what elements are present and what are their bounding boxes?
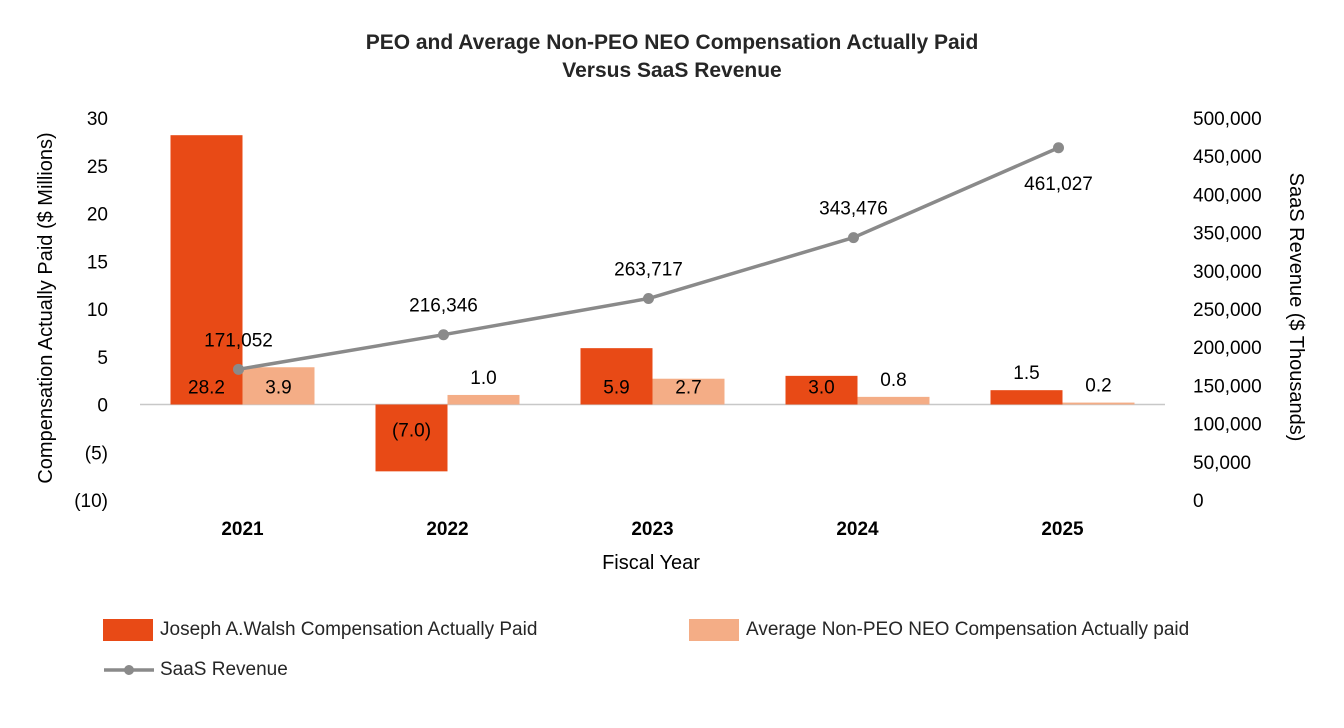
saas-revenue-point	[848, 232, 859, 244]
category-label: 2024	[836, 519, 879, 540]
right-tick-label: 0	[1193, 491, 1204, 512]
peo-bar	[170, 135, 243, 405]
category-labels: 2021 2022 2023 2024 2025	[221, 519, 1084, 540]
non-peo-bar	[1062, 402, 1135, 405]
legend-label-non-peo: Average Non-PEO NEO Compensation Actuall…	[746, 619, 1190, 640]
left-tick-label: (5)	[85, 443, 108, 464]
left-tick-label: 20	[87, 205, 108, 226]
saas-revenue-line-group	[233, 142, 1064, 375]
peo-bar	[990, 390, 1063, 405]
peo-bar	[375, 404, 448, 472]
peo-bar-label: 5.9	[603, 378, 629, 399]
saas-revenue-label: 343,476	[819, 199, 888, 220]
non-peo-bar	[242, 367, 315, 405]
saas-revenue-point	[643, 293, 654, 305]
left-tick-label: 0	[97, 396, 108, 417]
y-axis-title-left: Compensation Actually Paid ($ Millions)	[35, 132, 57, 483]
right-tick-label: 400,000	[1193, 185, 1262, 206]
category-label: 2022	[426, 519, 468, 540]
bars-group	[170, 135, 1135, 472]
non-peo-bar	[447, 394, 520, 405]
right-tick-label: 100,000	[1193, 415, 1262, 436]
right-tick-label: 300,000	[1193, 262, 1262, 283]
saas-revenue-point	[1053, 142, 1064, 154]
non-peo-bar-label: 3.9	[265, 378, 291, 399]
left-axis-ticks: 30 25 20 15 10 5 0 (5) (10)	[74, 109, 108, 512]
non-peo-bar-label: 0.8	[880, 370, 906, 391]
right-tick-label: 450,000	[1193, 147, 1262, 168]
saas-revenue-point	[233, 363, 244, 375]
peo-bar	[580, 348, 653, 405]
peo-bar-label: 28.2	[188, 378, 225, 399]
saas-revenue-label: 461,027	[1024, 174, 1093, 195]
data-labels-group: 28.2 (7.0) 5.9 3.0 1.5 3.9 1.0 2.7 0.8 0.2 171,052…	[188, 174, 1112, 442]
left-tick-label: 15	[87, 252, 108, 273]
left-tick-label: 5	[97, 348, 108, 369]
peo-bar-label: 3.0	[808, 378, 834, 399]
category-label: 2025	[1041, 519, 1084, 540]
right-tick-label: 200,000	[1193, 338, 1262, 359]
peo-bar-label: (7.0)	[392, 421, 431, 442]
category-label: 2021	[221, 519, 264, 540]
non-peo-bar	[857, 396, 930, 405]
saas-revenue-point	[438, 329, 449, 341]
right-tick-label: 50,000	[1193, 453, 1251, 474]
legend-label-peo: Joseph A.Walsh Compensation Actually Pai…	[160, 619, 538, 640]
right-tick-label: 250,000	[1193, 300, 1262, 321]
non-peo-bar	[652, 378, 725, 405]
compensation-vs-saas-chart: PEO and Average Non-PEO NEO Compensation…	[35, 31, 1307, 574]
peo-bar	[785, 375, 858, 405]
legend-label-saas: SaaS Revenue	[160, 659, 288, 680]
non-peo-bar-label: 1.0	[470, 368, 496, 389]
legend-swatch-non-peo	[689, 619, 739, 641]
legend-swatch-peo	[103, 619, 153, 641]
x-axis-title: Fiscal Year	[602, 552, 700, 574]
legend-swatch-saas	[104, 665, 154, 675]
y-axis-title-right: SaaS Revenue ($ Thousands)	[1285, 173, 1307, 442]
saas-revenue-label: 216,346	[409, 296, 478, 317]
saas-revenue-label: 171,052	[204, 330, 273, 351]
chart-title-line-1: PEO and Average Non-PEO NEO Compensation…	[366, 31, 979, 54]
left-tick-label: 30	[87, 109, 108, 130]
right-tick-label: 350,000	[1193, 224, 1262, 245]
chart-title-line-2: Versus SaaS Revenue	[562, 59, 781, 82]
saas-revenue-label: 263,717	[614, 260, 683, 281]
right-tick-label: 150,000	[1193, 376, 1262, 397]
left-tick-label: (10)	[74, 491, 108, 512]
left-tick-label: 25	[87, 157, 108, 178]
non-peo-bar-label: 0.2	[1085, 376, 1111, 397]
left-tick-label: 10	[87, 300, 108, 321]
right-axis-ticks: 500,000 450,000 400,000 350,000 300,000 250,0…	[1193, 109, 1262, 512]
category-label: 2023	[631, 519, 673, 540]
non-peo-bar-label: 2.7	[675, 378, 701, 399]
legend: Joseph A.Walsh Compensation Actually Pai…	[0, 600, 1344, 728]
right-tick-label: 500,000	[1193, 109, 1262, 130]
peo-bar-label: 1.5	[1013, 363, 1039, 384]
